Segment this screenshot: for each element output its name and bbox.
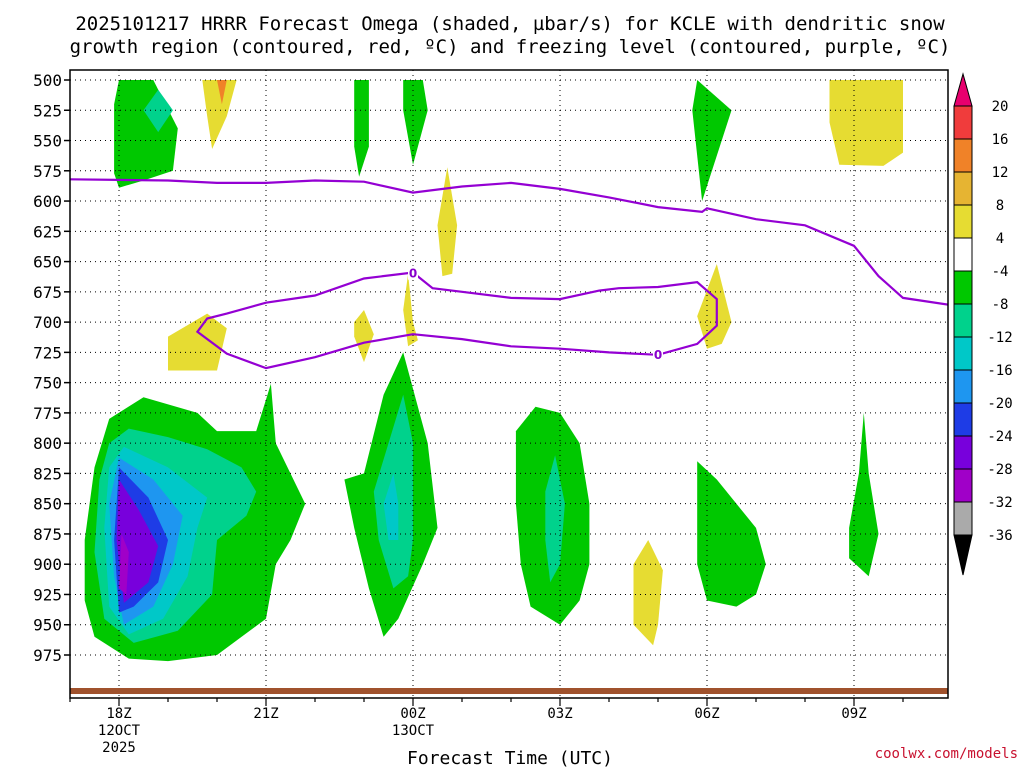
colorbar-label-5: -4 xyxy=(992,264,1009,280)
omega-region-3 xyxy=(217,80,227,105)
y-tick-label-650: 650 xyxy=(33,253,62,272)
omega-region-8 xyxy=(829,80,903,166)
y-tick-label-800: 800 xyxy=(33,434,62,453)
freezing-label-bg-1 xyxy=(653,346,663,361)
omega-region-1 xyxy=(143,89,173,133)
omega-region-4 xyxy=(354,80,369,177)
colorbar-swatch-3 xyxy=(953,171,973,206)
x-tick-label-18Z: 18Z xyxy=(106,706,131,722)
omega-region-5 xyxy=(403,80,428,165)
y-tick-label-625: 625 xyxy=(33,222,62,241)
y-tick-label-700: 700 xyxy=(33,313,62,332)
omega-region-25 xyxy=(633,540,663,646)
y-tick-label-500: 500 xyxy=(33,71,62,90)
omega-region-19 xyxy=(119,533,129,595)
x-tick-date-00Z: 13OCT xyxy=(392,723,435,739)
colorbar-bottom-arrow xyxy=(953,534,973,576)
colorbar-swatch-6 xyxy=(953,270,973,305)
y-tick-label-725: 725 xyxy=(33,343,62,362)
colorbar-label-6: -8 xyxy=(992,297,1009,313)
colorbar-label-2: 12 xyxy=(992,165,1009,181)
y-tick-label-950: 950 xyxy=(33,616,62,635)
freezing-label-bg-0 xyxy=(408,265,418,280)
colorbar-swatch-10 xyxy=(953,402,973,437)
y-tick-label-525: 525 xyxy=(33,101,62,120)
omega-region-9 xyxy=(168,313,227,371)
chart-title-line-2: growth region (contoured, red, ºC) and f… xyxy=(70,36,951,58)
omega-shading xyxy=(84,80,903,662)
x-tick-label-09Z: 09Z xyxy=(841,706,866,722)
plot-frame xyxy=(69,69,949,699)
freezing-level-upper-line xyxy=(70,178,948,306)
colorbar-label-12: -32 xyxy=(987,495,1012,511)
x-axis-label: Forecast Time (UTC) xyxy=(407,748,613,768)
colorbar-swatch-8 xyxy=(953,336,973,371)
omega-region-11 xyxy=(403,273,418,347)
omega-region-12 xyxy=(697,264,732,349)
colorbar-swatch-2 xyxy=(953,138,973,173)
freezing-level-label-1: 0 xyxy=(654,348,662,362)
y-tick-label-575: 575 xyxy=(33,162,62,181)
colorbar-swatch-13 xyxy=(953,501,973,536)
freezing-level-loop-line xyxy=(195,271,718,370)
colorbar-label-4: 4 xyxy=(996,231,1004,247)
omega-region-6 xyxy=(437,167,458,277)
y-tick-label-675: 675 xyxy=(33,283,62,302)
colorbar-swatch-12 xyxy=(953,468,973,503)
colorbar-swatch-7 xyxy=(953,303,973,338)
pressure-axis: 500 525 550 575 600 625 650 675 700 725 750 775 800 8… xyxy=(33,71,70,665)
y-tick-label-600: 600 xyxy=(33,192,62,211)
omega-region-7 xyxy=(692,80,732,202)
y-tick-label-850: 850 xyxy=(33,495,62,514)
x-tick-label-21Z: 21Z xyxy=(253,706,278,722)
y-tick-label-900: 900 xyxy=(33,555,62,574)
x-tick-label-03Z: 03Z xyxy=(547,706,572,722)
omega-region-27 xyxy=(849,412,879,577)
colorbar-label-13: -36 xyxy=(987,528,1012,544)
colorbar-swatch-11 xyxy=(953,435,973,470)
x-tick-label-00Z: 00Z xyxy=(400,706,425,722)
colorbar-label-1: 16 xyxy=(992,132,1009,148)
y-tick-label-825: 825 xyxy=(33,464,62,483)
x-tick-year-18Z: 2025 xyxy=(102,740,136,756)
colorbar-label-3: 8 xyxy=(996,198,1004,214)
colorbar-label-7: -12 xyxy=(987,330,1012,346)
x-tick-label-06Z: 06Z xyxy=(694,706,719,722)
omega-region-26 xyxy=(697,461,766,607)
freezing-level-contours: 00 xyxy=(70,178,948,370)
omega-colorbar: 20 16 12 8 4 -4 -8 -12 -16 -20 -24 -28 -32 -36 xyxy=(953,72,1013,576)
colorbar-swatch-4 xyxy=(953,204,973,239)
y-tick-label-750: 750 xyxy=(33,374,62,393)
colorbar-swatch-9 xyxy=(953,369,973,404)
colorbar-label-11: -28 xyxy=(987,462,1012,478)
y-tick-label-975: 975 xyxy=(33,646,62,665)
y-tick-label-925: 925 xyxy=(33,585,62,604)
colorbar-label-9: -20 xyxy=(987,396,1012,412)
y-tick-label-775: 775 xyxy=(33,404,62,423)
freezing-level-label-0: 0 xyxy=(409,267,417,281)
omega-region-10 xyxy=(354,310,374,363)
colorbar-label-8: -16 xyxy=(987,363,1012,379)
colorbar-label-10: -24 xyxy=(987,429,1012,445)
colorbar-label-0: 20 xyxy=(992,99,1009,115)
y-tick-label-550: 550 xyxy=(33,132,62,151)
colorbar-swatch-5 xyxy=(953,237,973,272)
colorbar-swatch-1 xyxy=(953,105,973,140)
omega-region-2 xyxy=(202,80,237,149)
chart-title-line-1: 2025101217 HRRR Forecast Omega (shaded, … xyxy=(75,13,945,35)
y-tick-label-875: 875 xyxy=(33,525,62,544)
source-credit: coolwx.com/models xyxy=(875,746,1018,762)
omega-region-22 xyxy=(383,473,399,540)
x-tick-date-18Z: 12OCT xyxy=(98,723,141,739)
surface-terrain-bar xyxy=(70,688,948,694)
